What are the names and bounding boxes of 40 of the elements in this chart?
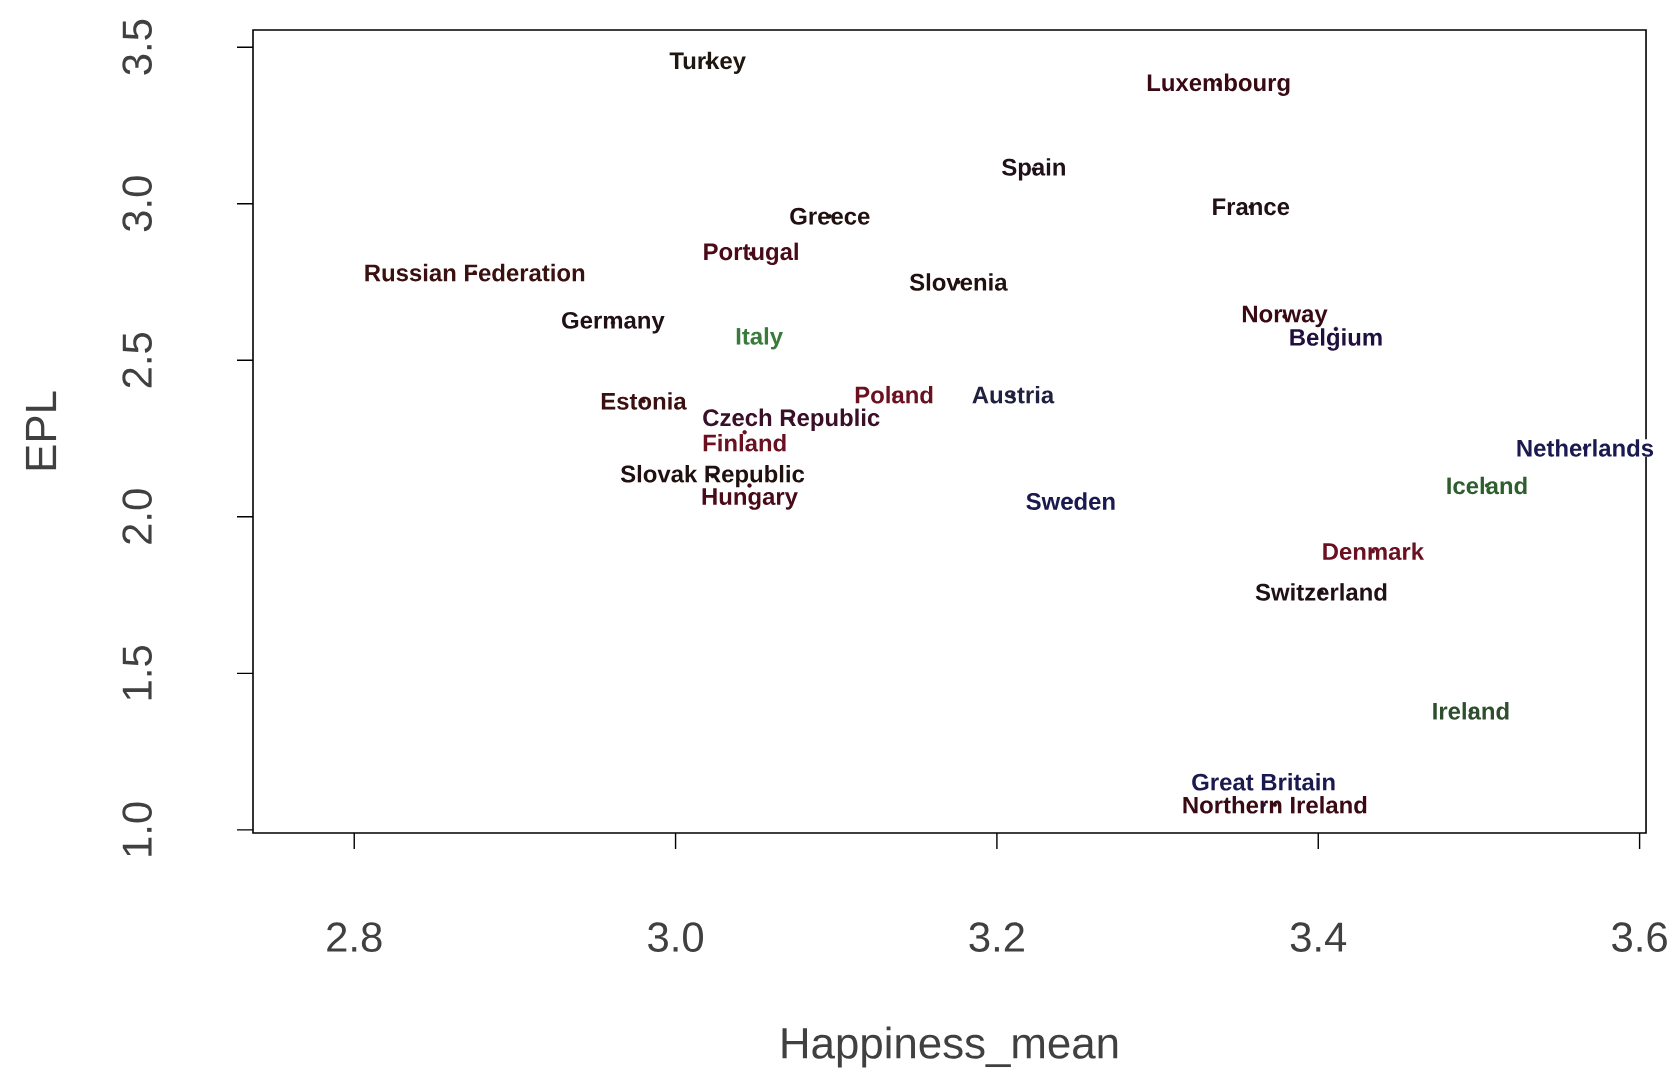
- data-label: Portugal: [704, 242, 798, 266]
- y-axis-title: EPL: [25, 391, 57, 470]
- data-label: Belgium: [1290, 328, 1382, 351]
- data-label: Austria: [972, 385, 1055, 404]
- x-tick-label: 2.8: [327, 922, 382, 952]
- data-label: Great Britain: [1192, 773, 1335, 791]
- data-label: Finland: [703, 433, 786, 452]
- data-label: Poland: [855, 385, 933, 404]
- data-label: Ireland: [1433, 702, 1509, 720]
- data-label: Italy: [736, 327, 783, 350]
- y-tick-label: 3.5: [122, 19, 152, 75]
- x-axis-title: Happiness_mean: [782, 1026, 1118, 1068]
- data-label: Norway: [1242, 305, 1328, 328]
- data-label: Northern Ireland: [1183, 796, 1367, 814]
- y-tick-label: 3.0: [122, 176, 152, 232]
- x-tick-label: 3.4: [1290, 922, 1347, 952]
- data-label: Iceland: [1447, 476, 1527, 495]
- y-tick-label: 1.5: [122, 646, 152, 700]
- x-tick-label: 3.0: [648, 922, 704, 952]
- data-label: Switzerland: [1255, 583, 1387, 601]
- data-label: Netherlands: [1517, 439, 1654, 457]
- data-label: Denmark: [1323, 542, 1425, 561]
- data-label: Slovenia: [909, 273, 1008, 291]
- data-label: Czech Republic: [703, 408, 880, 431]
- data-label: Spain: [1002, 158, 1065, 181]
- data-label: Estonia: [601, 392, 687, 410]
- data-label: Hungary: [702, 488, 798, 510]
- x-tick-label: 3.6: [1612, 922, 1667, 952]
- y-tick-label: 2.0: [122, 489, 152, 544]
- data-label: France: [1213, 198, 1290, 216]
- data-label: Luxembourg: [1147, 73, 1290, 96]
- y-tick-label: 1.0: [122, 802, 152, 856]
- x-tick-label: 3.2: [969, 922, 1024, 952]
- y-tick-label: 2.5: [122, 332, 152, 388]
- data-label: Sweden: [1026, 492, 1115, 510]
- data-label: Russian Federation: [365, 263, 585, 282]
- data-label: Germany: [562, 311, 665, 334]
- data-label: Slovak Republic: [620, 464, 805, 488]
- data-label: Greece: [790, 207, 870, 225]
- data-label: Turkey: [669, 51, 746, 74]
